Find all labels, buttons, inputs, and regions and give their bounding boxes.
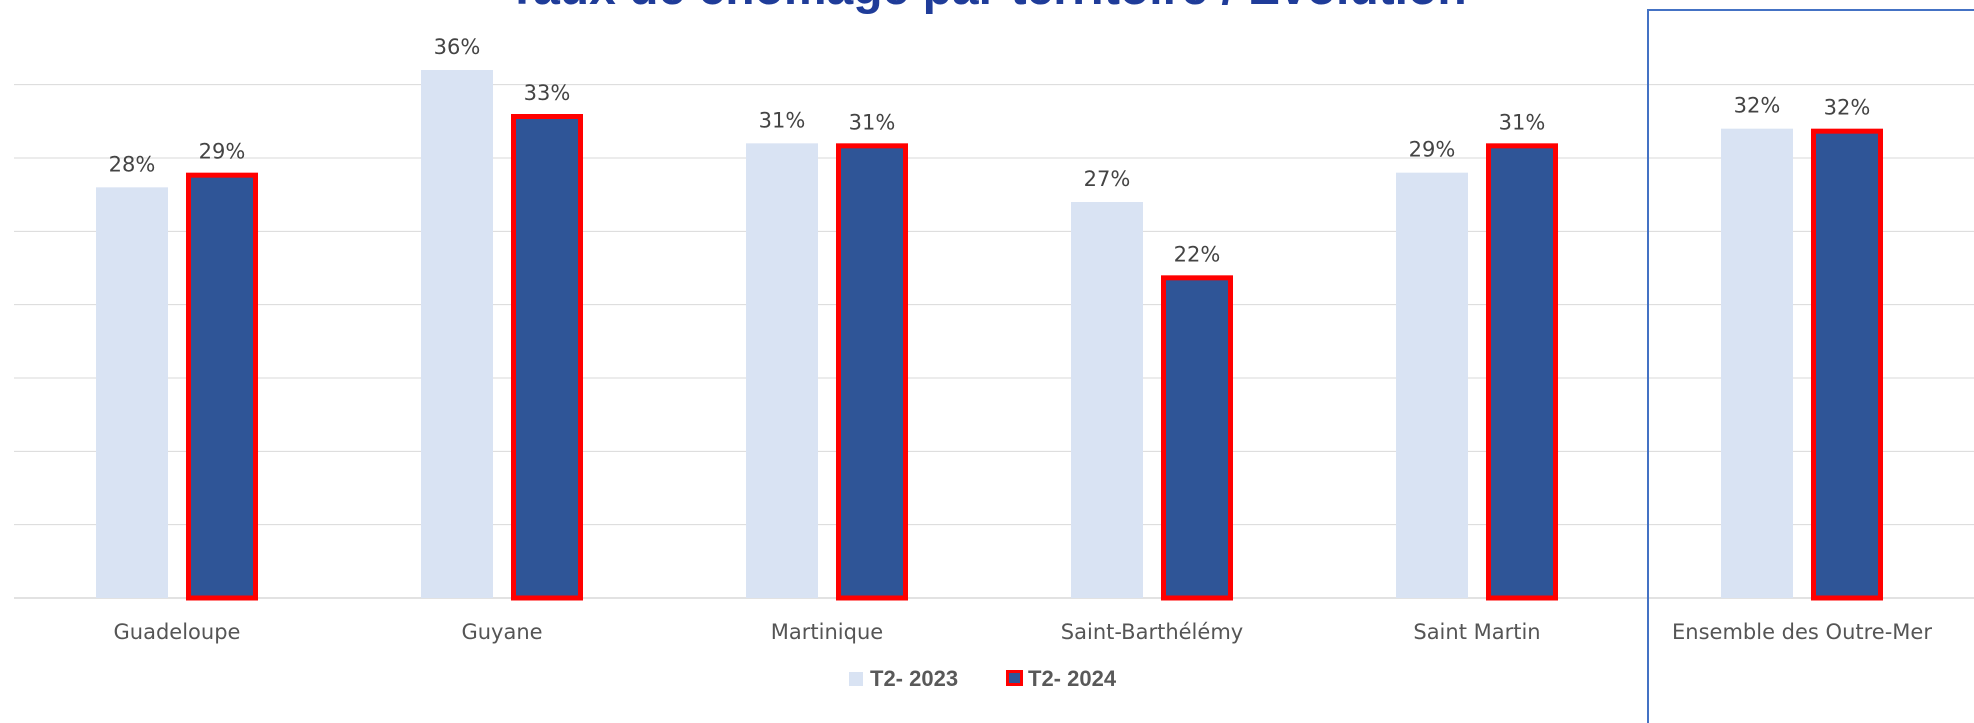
chart-title: Taux de chômage par territoire / Evoluti… <box>507 0 1466 15</box>
bar-t2-2024 <box>1811 128 1883 601</box>
bar-t2-2023 <box>746 143 818 599</box>
category-label: Saint-Barthélémy <box>1061 620 1243 644</box>
data-label-t2-2024: 31% <box>1499 110 1546 134</box>
legend-label-t2-2024: T2- 2024 <box>1028 666 1117 691</box>
legend-swatch-t2-2024 <box>1006 670 1023 686</box>
data-label-t2-2023: 31% <box>759 108 806 132</box>
bar-t2-2023 <box>1071 202 1143 598</box>
category-label: Martinique <box>771 620 883 644</box>
category-label: Ensemble des Outre-Mer <box>1672 620 1932 644</box>
data-labels: 28% 29% 36% 33% 31% 31% 27% 22% 29% 31% 32% 32% <box>109 35 1871 266</box>
legend-label-t2-2023: T2- 2023 <box>870 666 958 691</box>
bar-t2-2024 <box>836 143 908 601</box>
data-label-t2-2023: 28% <box>109 152 156 176</box>
legend-swatch-t2-2023 <box>849 672 863 686</box>
data-label-t2-2023: 32% <box>1734 94 1781 118</box>
bar-t2-2024 <box>186 172 258 601</box>
bars <box>96 70 1883 601</box>
category-labels: Guadeloupe Guyane Martinique Saint-Barthélé… <box>114 620 1933 644</box>
highlight-frame-border <box>1647 9 1974 723</box>
data-label-t2-2024: 22% <box>1174 242 1221 266</box>
data-label-t2-2023: 27% <box>1084 167 1131 191</box>
bar-t2-2024 <box>1486 143 1558 601</box>
highlight-frame <box>1647 9 1974 723</box>
bar-t2-2023 <box>1396 172 1468 598</box>
data-label-t2-2023: 36% <box>434 35 481 59</box>
gridlines <box>14 84 1974 599</box>
bar-t2-2024 <box>1161 275 1233 601</box>
bar-t2-2024 <box>511 114 583 601</box>
data-label-t2-2024: 29% <box>199 140 246 164</box>
category-label: Saint Martin <box>1413 620 1540 644</box>
bar-t2-2023 <box>1721 128 1793 598</box>
category-label: Guyane <box>461 620 542 644</box>
data-label-t2-2024: 33% <box>524 81 571 105</box>
data-label-t2-2024: 31% <box>849 110 896 134</box>
data-label-t2-2023: 29% <box>1409 138 1456 162</box>
bar-t2-2023 <box>96 187 168 599</box>
bar-t2-2023 <box>421 70 493 598</box>
category-label: Guadeloupe <box>114 620 241 644</box>
data-label-t2-2024: 32% <box>1824 96 1871 120</box>
legend: T2- 2023 T2- 2024 <box>849 666 1117 691</box>
